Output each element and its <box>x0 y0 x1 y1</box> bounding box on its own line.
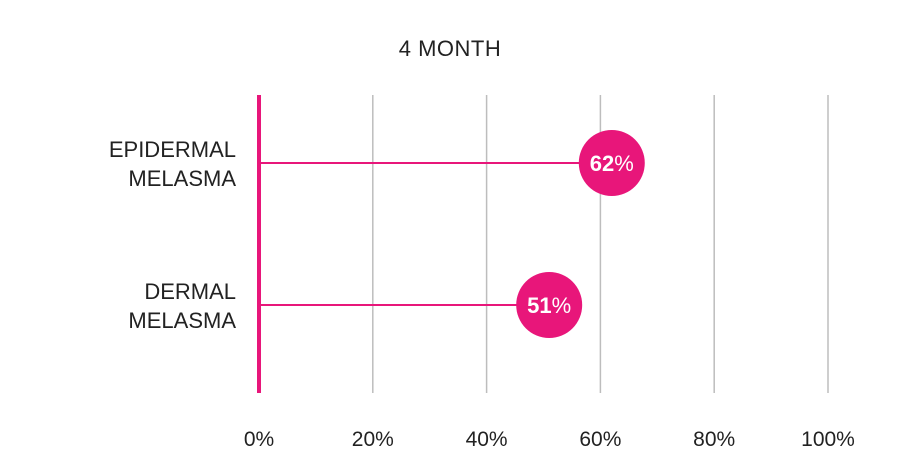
x-tick-label: 60% <box>579 428 621 451</box>
value-label-0: 62% <box>590 151 634 176</box>
category-label-0: MELASMA <box>128 166 236 191</box>
category-label-1: MELASMA <box>128 308 236 333</box>
value-marker-0 <box>578 130 645 196</box>
value-marker-1 <box>516 272 583 338</box>
category-label-0: EPIDERMAL <box>109 137 236 162</box>
x-tick-label: 100% <box>801 428 855 451</box>
x-tick-label: 80% <box>693 428 735 451</box>
x-tick-label: 20% <box>352 428 394 451</box>
category-label-1: DERMAL <box>144 279 236 304</box>
value-number: 62 <box>590 151 614 176</box>
value-unit: % <box>552 293 572 318</box>
value-number: 51 <box>527 293 551 318</box>
x-tick-label: 40% <box>466 428 508 451</box>
value-label-1: 51% <box>527 293 571 318</box>
chart-title: 4 MONTH <box>398 36 502 61</box>
x-tick-label: 0% <box>244 428 274 451</box>
value-unit: % <box>614 151 634 176</box>
